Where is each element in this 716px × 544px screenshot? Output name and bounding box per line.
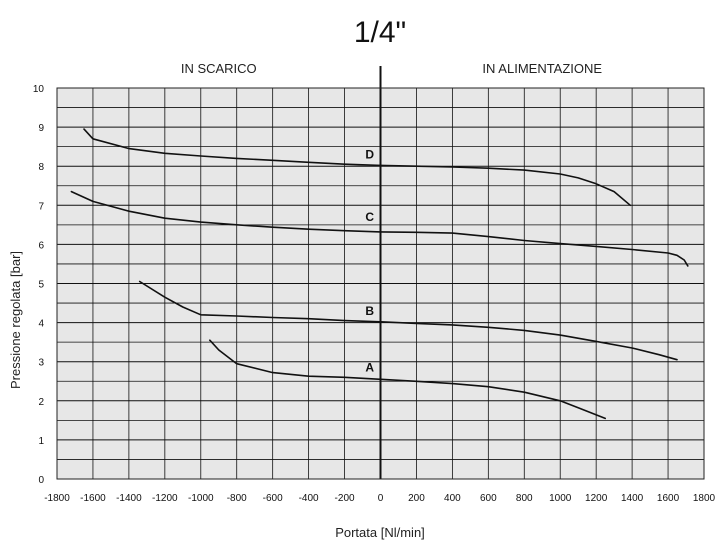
region-label-positive: IN ALIMENTAZIONE (482, 61, 602, 76)
x-tick-label: 0 (378, 493, 384, 504)
y-tick-label: 5 (38, 280, 44, 291)
x-tick-label: 1000 (549, 493, 572, 504)
y-tick-label: 6 (38, 240, 44, 251)
x-tick-label: -200 (335, 493, 355, 504)
y-tick-label: 1 (38, 436, 44, 447)
series-lines (70, 128, 689, 420)
x-tick-label: -1400 (116, 493, 142, 504)
x-tick-label: -400 (299, 493, 319, 504)
region-labels: IN SCARICO IN ALIMENTAZIONE (181, 61, 603, 76)
x-tick-label: 1600 (657, 493, 680, 504)
x-tick-label: 600 (480, 493, 497, 504)
y-axis-title: Pressione regolata [bar] (8, 251, 23, 389)
y-tick-label: 3 (38, 358, 44, 369)
y-tick-label: 9 (38, 123, 44, 134)
x-tick-labels: -1800 -1600 -1400 -1200 -1000 -800 -600 -400 -20… (44, 493, 715, 504)
x-tick-label: 200 (408, 493, 425, 504)
series-labels: A B C D (365, 147, 374, 374)
series-line-b (138, 280, 678, 361)
series-label-b: B (365, 304, 374, 318)
x-tick-label: -1200 (152, 493, 178, 504)
x-tick-label: 1800 (693, 493, 716, 504)
y-tick-label: 0 (38, 475, 44, 486)
x-tick-label: 1200 (585, 493, 608, 504)
chart-title: 1/4" (354, 16, 406, 49)
x-tick-label: 400 (444, 493, 461, 504)
x-tick-label: 1400 (621, 493, 644, 504)
series-label-a: A (365, 360, 374, 374)
x-tick-label: -600 (263, 493, 283, 504)
y-tick-label: 4 (38, 319, 44, 330)
region-label-negative: IN SCARICO (181, 61, 257, 76)
series-label-c: C (365, 210, 374, 224)
y-tick-label: 7 (38, 201, 44, 212)
x-tick-label: 800 (516, 493, 533, 504)
y-tick-labels: 0 1 2 3 4 5 6 7 8 9 10 (33, 84, 45, 486)
x-axis-title: Portata [Nl/min] (335, 525, 425, 540)
series-label-d: D (365, 147, 374, 161)
x-tick-label: -1000 (188, 493, 214, 504)
plot-frame (56, 87, 705, 480)
x-tick-label: -800 (227, 493, 247, 504)
series-line-d (83, 128, 632, 207)
y-tick-label: 8 (38, 162, 44, 173)
series-line-c (70, 190, 689, 267)
series-line-a (209, 339, 606, 420)
x-tick-label: -1800 (44, 493, 70, 504)
y-tick-label: 2 (38, 397, 44, 408)
x-tick-label: -1600 (80, 493, 106, 504)
y-tick-label: 10 (33, 84, 45, 95)
